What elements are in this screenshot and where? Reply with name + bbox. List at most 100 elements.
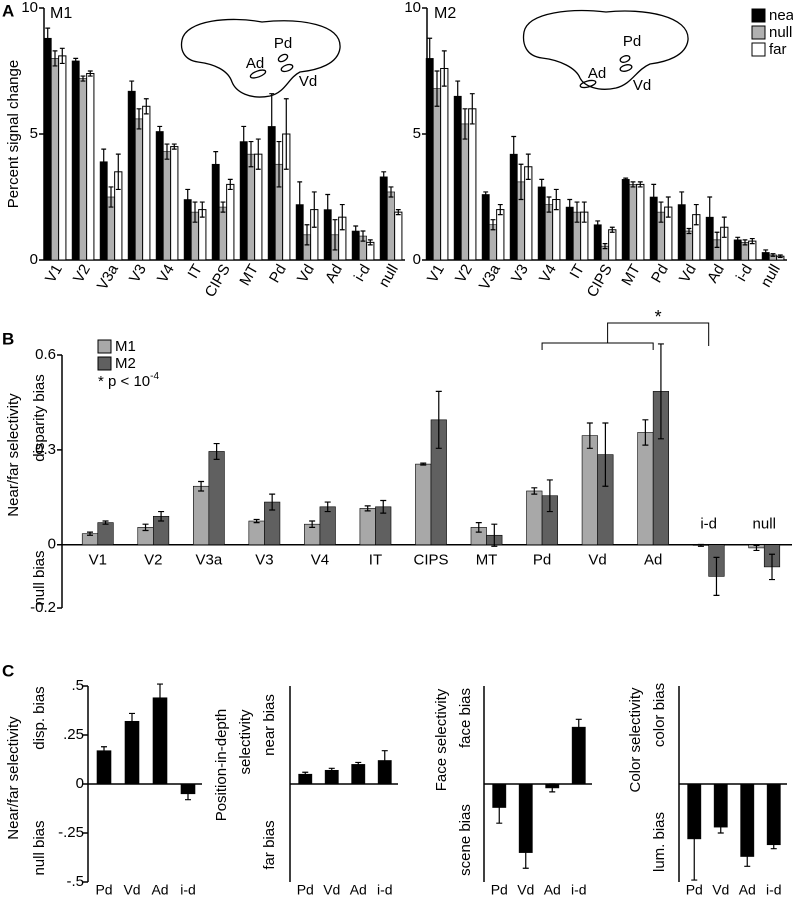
x-tick-label: V2	[144, 552, 162, 569]
error-bar	[157, 125, 163, 138]
y-tick-label: 5	[30, 125, 38, 142]
region-pd	[619, 55, 631, 63]
bar	[637, 432, 654, 546]
error-bar	[744, 846, 751, 867]
error-bar	[686, 227, 692, 235]
x-tick-label: CIPS	[413, 552, 448, 569]
y-tick-label: 0.3	[35, 441, 56, 458]
x-tick-label: V3a	[94, 261, 122, 293]
y-tick-label: .25	[63, 726, 84, 743]
error-bar	[213, 442, 220, 460]
x-tick-label: i-d	[766, 882, 782, 898]
region-ad	[249, 69, 267, 79]
error-bar	[325, 193, 331, 226]
legend-label: M1	[115, 338, 136, 355]
error-bar	[283, 98, 289, 170]
y-axis-label: near bias	[261, 694, 278, 756]
error-bar	[518, 163, 524, 201]
brain-label: Vd	[633, 77, 651, 94]
error-bar	[630, 181, 636, 188]
brain-label: Ad	[246, 55, 264, 72]
y-axis-label: Near/far selectivity	[5, 716, 22, 840]
x-tick-label: null	[753, 516, 776, 533]
bar	[192, 485, 210, 546]
error-bar	[511, 135, 517, 173]
error-bar	[142, 523, 149, 532]
legend-swatch	[751, 42, 766, 57]
bar	[571, 726, 586, 785]
error-bar	[158, 510, 165, 522]
x-tick-label: Pd	[266, 261, 290, 285]
x-tick-label: Ad	[151, 882, 168, 898]
x-tick-label: Vd	[294, 261, 318, 285]
x-tick-label: Pd	[648, 261, 672, 285]
y-axis-label: Color selectivity	[627, 687, 644, 793]
error-bar	[364, 505, 371, 512]
bar	[433, 88, 441, 261]
error-bar	[309, 520, 316, 528]
bar	[359, 508, 376, 546]
x-tick-label: Ad	[704, 261, 728, 285]
y-axis-label: lum. bias	[651, 812, 668, 872]
legend-swatch	[751, 25, 766, 40]
bar	[163, 151, 171, 261]
bar	[319, 506, 336, 546]
bar	[58, 55, 67, 261]
y-tick-label: .5	[71, 677, 84, 694]
bar	[96, 750, 112, 785]
x-tick-label: Vd	[676, 261, 700, 285]
x-tick-label: null	[375, 261, 401, 290]
error-bar	[693, 203, 699, 226]
error-bar	[713, 556, 720, 596]
error-bar	[185, 188, 191, 211]
x-tick-label: Vd	[323, 882, 340, 898]
error-bar	[642, 419, 649, 446]
error-bar	[248, 140, 254, 168]
bar	[226, 183, 235, 261]
legend-label: near	[769, 7, 793, 24]
error-bar	[714, 231, 720, 248]
bar	[685, 230, 693, 261]
x-tick-label: V3a	[195, 552, 222, 569]
error-bar	[185, 787, 191, 801]
error-bar	[45, 27, 51, 49]
y-tick-label: 0	[413, 251, 421, 268]
brain-m1	[180, 18, 341, 98]
brain-outline	[522, 9, 689, 90]
x-tick-label: V4	[154, 261, 178, 285]
error-bar	[531, 487, 538, 495]
error-bar	[192, 201, 198, 223]
x-tick-label: V1	[424, 261, 448, 285]
bar	[99, 161, 108, 261]
bar	[453, 95, 462, 261]
error-bar	[435, 390, 442, 449]
error-bar	[87, 70, 93, 77]
bar	[581, 435, 598, 546]
error-bar	[143, 98, 149, 115]
error-bar	[769, 553, 776, 581]
x-tick-label: IT	[185, 261, 206, 281]
error-bar	[777, 254, 783, 259]
bar	[481, 194, 490, 261]
y-axis-label: Position-in-depth	[213, 709, 230, 822]
error-bar	[381, 750, 388, 771]
bar	[468, 108, 477, 261]
bar	[219, 206, 227, 261]
x-tick-label: Vd	[712, 882, 729, 898]
error-bar	[717, 820, 724, 834]
error-bar	[581, 201, 587, 223]
error-bar	[80, 75, 86, 82]
error-bar	[586, 422, 593, 449]
bar	[79, 78, 87, 261]
brain-label: Vd	[299, 73, 317, 90]
y-axis-label: color bias	[651, 683, 668, 747]
bar	[524, 166, 533, 261]
error-bar	[339, 203, 345, 231]
error-bar	[770, 253, 776, 257]
y-axis-label: disparity bias	[31, 374, 48, 462]
y-tick-label: 0	[30, 251, 38, 268]
error-bar	[546, 196, 552, 213]
error-bar	[462, 108, 468, 140]
x-tick-label: IT	[369, 552, 382, 569]
error-bar	[332, 219, 338, 251]
